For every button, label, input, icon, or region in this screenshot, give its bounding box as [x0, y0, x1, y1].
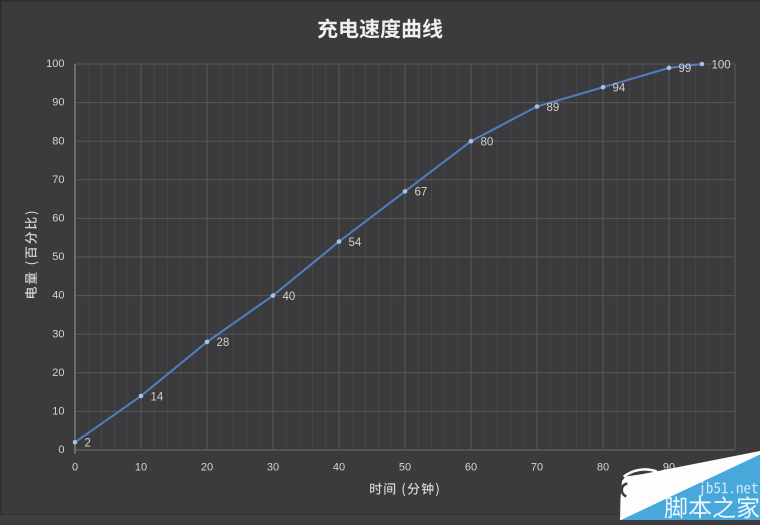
svg-text:94: 94 — [613, 83, 626, 95]
svg-text:70: 70 — [531, 462, 543, 474]
svg-text:80: 80 — [597, 462, 609, 474]
svg-text:20: 20 — [52, 367, 64, 379]
svg-text:30: 30 — [267, 462, 279, 474]
svg-text:50: 50 — [399, 462, 411, 474]
svg-text:14: 14 — [151, 391, 164, 403]
svg-text:54: 54 — [349, 237, 362, 249]
svg-text:80: 80 — [52, 135, 64, 147]
svg-text:40: 40 — [283, 291, 296, 303]
svg-text:100: 100 — [46, 58, 64, 70]
svg-text:0: 0 — [58, 444, 64, 456]
svg-text:60: 60 — [465, 462, 477, 474]
svg-text:10: 10 — [135, 462, 147, 474]
svg-text:80: 80 — [481, 137, 494, 149]
svg-text:2: 2 — [85, 438, 91, 450]
svg-text:10: 10 — [52, 406, 64, 418]
svg-text:60: 60 — [52, 213, 64, 225]
svg-text:40: 40 — [52, 290, 64, 302]
svg-text:70: 70 — [52, 174, 64, 186]
svg-text:90: 90 — [52, 97, 64, 109]
svg-text:100: 100 — [712, 59, 731, 71]
svg-text:20: 20 — [201, 462, 213, 474]
svg-text:28: 28 — [217, 337, 230, 349]
svg-text:30: 30 — [52, 328, 64, 340]
svg-text:50: 50 — [52, 251, 64, 263]
svg-text:67: 67 — [415, 187, 428, 199]
svg-text:0: 0 — [72, 462, 78, 474]
svg-text:89: 89 — [547, 102, 560, 114]
svg-text:40: 40 — [333, 462, 345, 474]
svg-text:99: 99 — [679, 63, 692, 75]
